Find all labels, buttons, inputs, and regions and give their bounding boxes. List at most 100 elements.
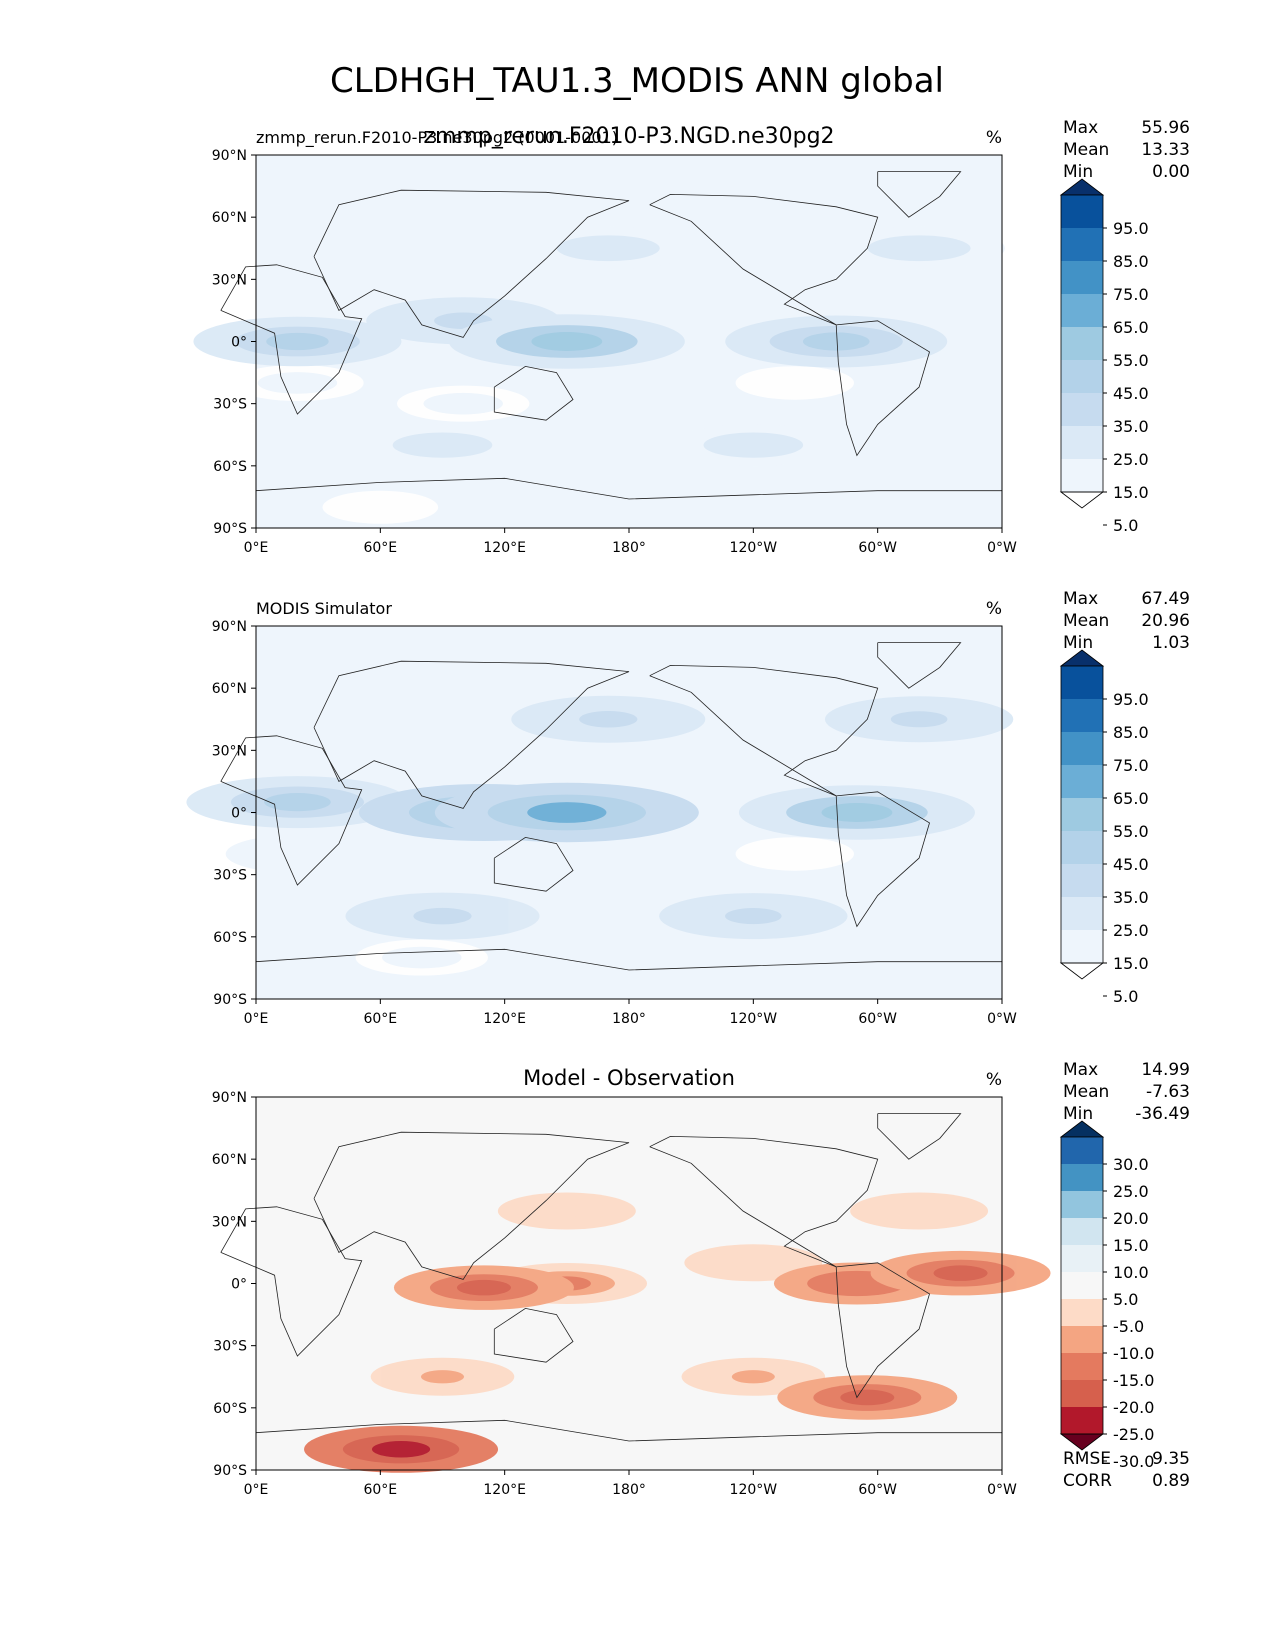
colorbar-frame <box>1060 194 1104 493</box>
colorbar-cell <box>1061 1326 1103 1353</box>
colorbar-tick-label: -15.0 <box>1113 1371 1154 1390</box>
colorbar-tick-label: 25.0 <box>1113 921 1149 940</box>
colorbar-tick-label: 85.0 <box>1113 723 1149 742</box>
coastline <box>493 836 574 892</box>
stat-label: Min <box>1063 162 1093 182</box>
map-field-cell <box>531 331 603 352</box>
colorbar-tick-label: 15.0 <box>1113 954 1149 973</box>
stat-value: 55.96 <box>1141 118 1190 138</box>
colorbar-cell <box>1061 1299 1103 1326</box>
map-field-cell <box>777 377 813 389</box>
coastline <box>255 477 1002 500</box>
x-tick-label: 0°W <box>987 1011 1017 1027</box>
y-tick-label: 0° <box>231 335 247 351</box>
colorbar-tick-label: -30.0 <box>1113 1452 1154 1471</box>
stat-label: Mean <box>1063 1082 1109 1102</box>
colorbar-tick-label: 30.0 <box>1113 1155 1149 1174</box>
colorbar-cell <box>1061 360 1103 393</box>
map-field-cell <box>546 1204 588 1218</box>
colorbar-tick-label: 55.0 <box>1113 822 1149 841</box>
stat-value: 13.33 <box>1141 140 1190 160</box>
colorbar-cell <box>1061 897 1103 930</box>
coastline <box>835 791 930 928</box>
map-field-cell <box>725 908 782 925</box>
map-field-cell <box>832 1276 882 1291</box>
colorbar-tick-label: 85.0 <box>1113 252 1149 271</box>
colorbar-cell <box>1061 864 1103 897</box>
colorbar-tick-label: 5.0 <box>1113 1290 1138 1309</box>
y-tick-label: 30°S <box>213 1339 247 1355</box>
colorbar-cell <box>1061 1272 1103 1299</box>
map-field-cell <box>728 437 779 453</box>
y-tick-label: 90°N <box>212 619 247 635</box>
y-tick-label: 60°N <box>212 681 247 697</box>
map-field-cell <box>732 1256 775 1270</box>
x-tick-label: 120°W <box>730 1011 778 1027</box>
coastline <box>493 365 574 421</box>
colorbar-tick-label: 25.0 <box>1113 1182 1149 1201</box>
colorbar-cell <box>1061 1218 1103 1245</box>
y-tick-label: 90°S <box>213 521 247 537</box>
coastline <box>220 735 363 886</box>
colorbar-tick-label: 65.0 <box>1113 318 1149 337</box>
panels: 90°N 60°N 30°N 0° 30°S 60°S 90°S 0°E 60°E 120°E 18… <box>186 118 1190 1498</box>
coastlines <box>220 171 1002 500</box>
x-tick-label: 180° <box>612 540 646 556</box>
map-field-cell <box>277 376 318 390</box>
colorbar-tick-label: 45.0 <box>1113 384 1149 403</box>
x-tick-label: 60°W <box>858 1011 897 1027</box>
map-field <box>186 695 1014 976</box>
x-tick-label: 0°W <box>987 1482 1017 1498</box>
x-tick-label: 0°W <box>987 540 1017 556</box>
x-tick-label: 0°E <box>244 540 269 556</box>
colorbar-extend-bottom <box>1059 962 1105 980</box>
colorbar-tick-label: -10.0 <box>1113 1344 1154 1363</box>
coastline <box>313 1131 630 1280</box>
y-tick-label: 60°S <box>213 459 247 475</box>
y-tick-label: 30°N <box>212 272 247 288</box>
map-field-cell <box>413 907 472 925</box>
map-field-cell <box>456 1279 511 1296</box>
colorbar-cell <box>1061 459 1103 492</box>
map-field-cell <box>362 501 398 514</box>
colorbar-cell <box>1061 798 1103 831</box>
coastline <box>877 642 962 689</box>
stat-label: Min <box>1063 633 1093 653</box>
y-tick-label: 0° <box>231 806 247 822</box>
colorbar-tick-label: 75.0 <box>1113 285 1149 304</box>
map-panel-2: 90°N 60°N 30°N 0° 30°S 60°S 90°S 0°E 60°E 120°E 18… <box>186 589 1190 1027</box>
colorbar-tick-label: 95.0 <box>1113 219 1149 238</box>
metric-label: CORR <box>1063 1471 1112 1491</box>
colorbar-tick-label: 75.0 <box>1113 756 1149 775</box>
colorbar-tick-label: 20.0 <box>1113 1209 1149 1228</box>
x-tick-label: 60°E <box>363 1011 397 1027</box>
coastline <box>649 664 879 797</box>
coastline <box>877 1113 962 1160</box>
colorbar-cell <box>1061 1407 1103 1434</box>
map-field-cell <box>731 1370 775 1384</box>
map-panel-1: 90°N 60°N 30°N 0° 30°S 60°S 90°S 0°E 60°E 120°E 18… <box>193 118 1190 556</box>
metric-value: 9.35 <box>1152 1449 1190 1469</box>
colorbar-cell <box>1061 732 1103 765</box>
colorbar-cell <box>1061 426 1103 459</box>
x-tick-label: 60°E <box>363 1482 397 1498</box>
colorbar-frame <box>1060 1136 1104 1435</box>
x-tick-label: 0°E <box>244 1011 269 1027</box>
colorbar-cell <box>1061 261 1103 294</box>
y-tick-label: 30°N <box>212 1214 247 1230</box>
units-label: % <box>986 128 1002 148</box>
colorbar-cell <box>1061 1353 1103 1380</box>
coastline <box>877 171 962 218</box>
coastline <box>835 320 930 457</box>
stat-value: 1.03 <box>1152 633 1190 653</box>
y-tick-label: 60°S <box>213 1401 247 1417</box>
panel-left-title: zmmp_rerun.F2010-P3.ne30pg2 (0001-0001) <box>256 128 618 148</box>
colorbar-tick-label: 65.0 <box>1113 789 1149 808</box>
y-tick-label: 90°S <box>213 1463 247 1479</box>
map-field-cell <box>898 1204 940 1218</box>
coastline <box>220 264 363 415</box>
coastline <box>493 1307 574 1363</box>
stat-value: 67.49 <box>1141 589 1190 609</box>
colorbar-extend-bottom <box>1059 1433 1105 1451</box>
y-tick-label: 0° <box>231 1277 247 1293</box>
